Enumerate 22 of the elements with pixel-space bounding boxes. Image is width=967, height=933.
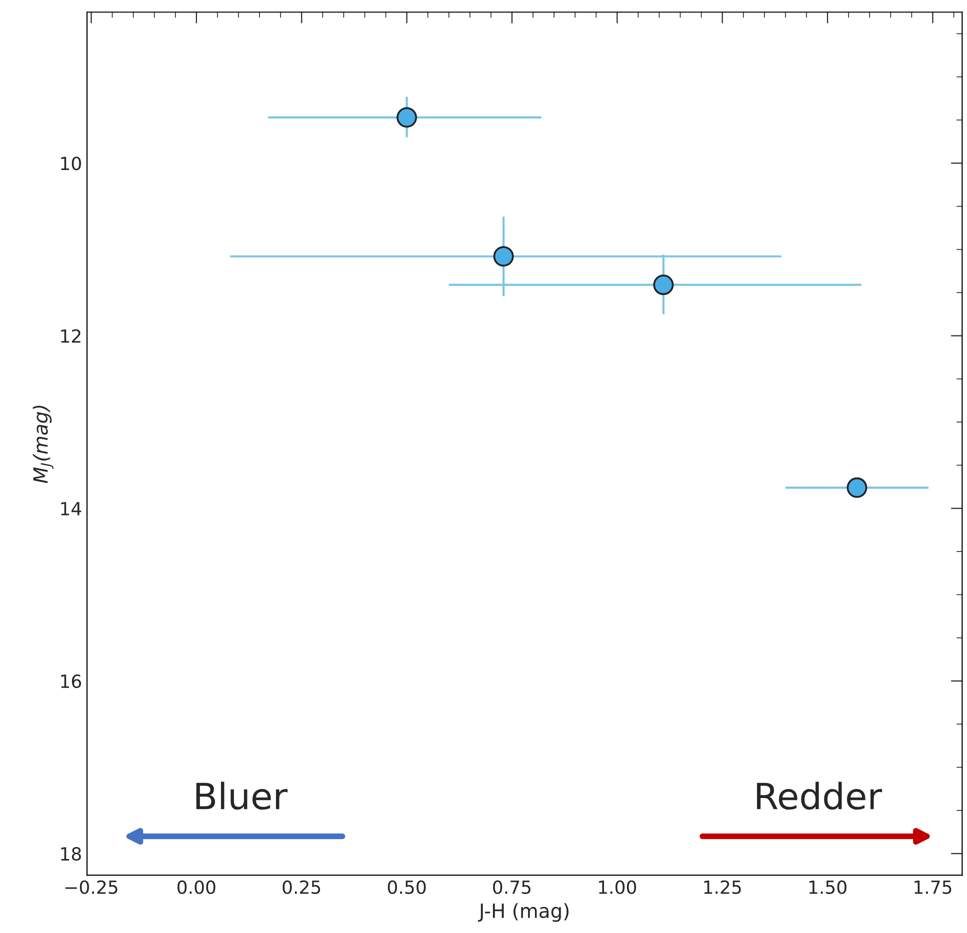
y-axis-title: M$_{J}$(mag): [32, 406, 54, 484]
y-tick-label: 18: [61, 847, 81, 861]
point: [396, 107, 418, 128]
point: [653, 274, 674, 296]
x-tick-label: 0.25: [282, 880, 320, 894]
annotation: Redder: [757, 782, 882, 810]
point: [846, 477, 868, 498]
x-tick-label: 0.75: [493, 880, 530, 894]
x-tick-label: 1.00: [599, 880, 636, 894]
annotation: Bluer: [196, 782, 288, 810]
x-tick-label: 0.00: [178, 880, 216, 894]
y-tick-label: 12: [61, 329, 80, 343]
y-tick-label: 16: [61, 674, 82, 688]
y-tick-label: 14: [61, 502, 82, 516]
x-tick-label: 1.75: [914, 880, 952, 894]
x-tick-label: 0.50: [388, 880, 426, 894]
point: [493, 246, 514, 267]
x-tick-label: 1.50: [809, 880, 846, 894]
y-tick-label: 10: [61, 156, 81, 170]
x-tick-label: 1.25: [704, 880, 741, 894]
x-tick-label: −0.25: [65, 880, 118, 894]
x-axis-title: J-H (mag): [478, 903, 569, 922]
